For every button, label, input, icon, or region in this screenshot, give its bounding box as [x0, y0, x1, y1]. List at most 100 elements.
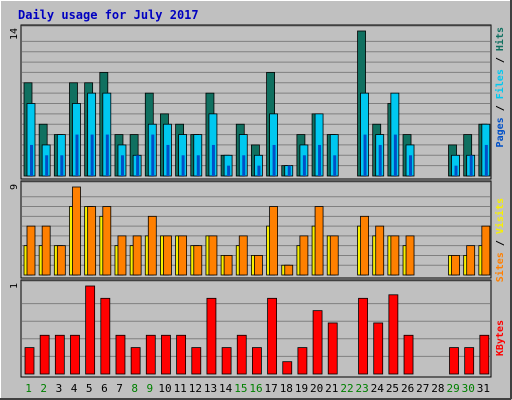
- bar-kbytes-day-21: [327, 322, 338, 375]
- bar-sites-day-21: [329, 235, 339, 276]
- bar-kbytes-day-24: [373, 322, 384, 375]
- bar-kbytes-day-25: [388, 294, 399, 375]
- bar-pages-day-13: [211, 144, 215, 176]
- bar-sites-day-11: [178, 235, 188, 276]
- bar-pages-day-4: [75, 134, 79, 176]
- x-tick-label-day-4: 4: [71, 382, 78, 395]
- x-tick-label-day-1: 1: [25, 382, 32, 395]
- bar-kbytes-day-14: [221, 347, 232, 375]
- bar-pages-day-15: [242, 155, 246, 176]
- bar-pages-day-23: [363, 134, 367, 176]
- bar-kbytes-day-12: [191, 347, 202, 375]
- bar-pages-day-29: [454, 165, 458, 176]
- bar-sites-day-6: [102, 206, 112, 276]
- bar-kbytes-day-16: [252, 347, 262, 375]
- bar-sites-day-1: [26, 225, 36, 276]
- y-max-label-hits-files-pages: 14: [9, 28, 20, 40]
- x-tick-label-day-6: 6: [101, 382, 108, 395]
- bar-sites-day-13: [208, 235, 218, 276]
- bar-kbytes-day-19: [297, 347, 308, 375]
- bar-kbytes-day-23: [358, 297, 368, 375]
- x-tick-label-day-20: 20: [310, 382, 323, 395]
- bar-kbytes-day-18: [282, 361, 293, 375]
- bar-pages-day-8: [136, 155, 140, 176]
- legend-top-text-part-2: Files: [494, 69, 506, 99]
- bar-sites-day-20: [314, 206, 324, 276]
- bar-kbytes-day-30: [464, 347, 475, 375]
- bar-pages-day-7: [120, 155, 124, 176]
- bar-kbytes-day-31: [479, 334, 490, 375]
- x-tick-label-day-10: 10: [158, 382, 171, 395]
- bar-kbytes-day-9: [145, 334, 156, 375]
- bar-pages-day-12: [196, 155, 200, 176]
- bar-pages-day-20: [318, 144, 322, 176]
- bar-kbytes-day-10: [161, 334, 171, 375]
- bar-pages-day-30: [469, 155, 473, 176]
- bar-pages-day-26: [409, 155, 413, 176]
- legend-mid-text-part-0: Sites: [494, 252, 506, 282]
- bar-kbytes-day-1: [24, 347, 35, 375]
- bar-pages-day-5: [90, 134, 94, 176]
- bar-sites-day-25: [390, 235, 400, 276]
- x-tick-label-day-9: 9: [147, 382, 154, 395]
- bar-sites-day-2: [41, 225, 51, 276]
- y-max-label-kbytes: 1: [9, 283, 20, 289]
- legends-group: Pages / Files / Hits Sites / Visits KBytes: [494, 27, 506, 356]
- bar-pages-day-21: [333, 155, 337, 176]
- legend-top-text-part-0: Pages: [495, 117, 506, 147]
- bar-sites-day-31: [481, 225, 491, 276]
- bar-pages-day-14: [227, 165, 231, 176]
- legend-mid-text-part-2: Visits: [494, 198, 506, 234]
- x-tick-label-day-7: 7: [116, 382, 123, 395]
- bar-kbytes-day-4: [70, 334, 80, 375]
- legend-top-text-part-4: Hits: [494, 27, 506, 51]
- x-tick-label-day-24: 24: [371, 382, 385, 395]
- x-tick-label-day-22: 22: [340, 382, 353, 395]
- x-tick-label-day-17: 17: [265, 382, 278, 395]
- bar-sites-day-7: [117, 235, 127, 276]
- x-tick-label-day-31: 31: [477, 382, 490, 395]
- bar-sites-day-8: [132, 235, 142, 276]
- x-tick-label-day-11: 11: [174, 382, 187, 395]
- bar-sites-day-29: [451, 255, 460, 276]
- legend-top-text-part-3: /: [495, 51, 506, 69]
- bar-pages-day-17: [272, 144, 276, 176]
- bar-pages-day-1: [30, 144, 33, 176]
- bar-pages-day-2: [45, 155, 49, 176]
- legend-bot-text-part-0: KBytes: [495, 320, 506, 356]
- x-tick-label-day-8: 8: [131, 382, 138, 395]
- bar-pages-day-11: [181, 155, 185, 176]
- x-tick-label-day-28: 28: [431, 382, 444, 395]
- bar-sites-day-18: [284, 264, 294, 276]
- bar-sites-day-16: [254, 255, 263, 276]
- bar-kbytes-day-7: [115, 334, 126, 375]
- bar-pages-day-9: [151, 134, 155, 176]
- legend-mid-text-part-1: /: [495, 234, 506, 252]
- bar-sites-day-19: [299, 235, 309, 276]
- x-tick-label-day-19: 19: [295, 382, 308, 395]
- legend-mid-text: Sites / Visits: [494, 198, 506, 282]
- legend-top-text-part-1: /: [495, 99, 506, 117]
- bar-pages-day-19: [302, 155, 306, 176]
- chart-title: Daily usage for July 2017: [18, 8, 199, 22]
- bar-sites-day-15: [238, 235, 248, 276]
- bar-sites-day-24: [375, 225, 385, 276]
- x-tick-label-day-29: 29: [446, 382, 459, 395]
- x-tick-label-day-15: 15: [234, 382, 247, 395]
- bar-pages-day-10: [166, 144, 170, 176]
- x-tick-label-day-21: 21: [325, 382, 338, 395]
- bar-sites-day-4: [72, 186, 81, 276]
- bar-pages-day-6: [105, 134, 109, 176]
- y-max-label-visits-sites: 9: [9, 184, 20, 190]
- bar-kbytes-day-26: [403, 334, 414, 375]
- bars-group: [23, 30, 491, 375]
- bar-kbytes-day-20: [312, 310, 323, 375]
- bar-kbytes-day-15: [236, 334, 247, 375]
- x-tick-label-day-25: 25: [386, 382, 399, 395]
- legend-bot-text: KBytes: [495, 320, 506, 356]
- bar-sites-day-5: [87, 206, 97, 276]
- bar-pages-day-3: [60, 155, 64, 176]
